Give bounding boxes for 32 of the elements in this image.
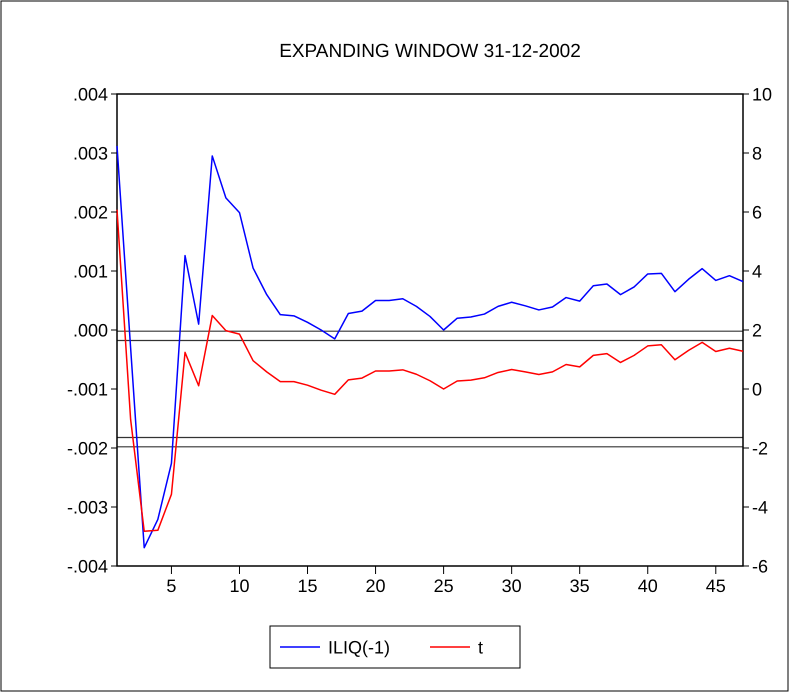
x-tick-label: 35 [570,576,590,596]
y2-tick-label: 6 [752,202,762,222]
line-series [116,145,744,548]
y-tick-label: -.002 [66,438,108,458]
y2-tick-label: -4 [752,497,768,518]
x-tick-label: 20 [366,576,386,596]
y2-tick-label: 10 [752,84,772,104]
x-tick-label: 25 [434,576,454,596]
x-tick-label: 10 [229,576,250,596]
y-tick-label: .001 [72,261,108,282]
x-tick-label: 40 [638,576,658,596]
y2-tick-label: -2 [752,438,768,458]
y2-tick-label: -6 [752,556,768,576]
y-tick-label: -.003 [66,497,108,518]
y2-tick-label: 2 [752,320,762,340]
y-tick-label: .003 [72,143,108,164]
legend-label: t [478,637,484,658]
x-tick-label: 5 [166,576,176,596]
y-tick-label: -.001 [66,379,108,400]
x-tick-label: 30 [502,576,522,596]
y-tick-label: .000 [72,320,108,340]
y-tick-label: -.004 [66,556,108,576]
y2-tick-label: 8 [752,143,762,164]
line-series [116,208,744,532]
y-tick-label: .002 [72,202,108,222]
y-tick-label: .004 [72,84,108,104]
legend-label: ILIQ(-1) [328,637,390,658]
chart-title: EXPANDING WINDOW 31-12-2002 [279,41,581,62]
x-tick-label: 45 [706,576,726,596]
y2-tick-label: 4 [752,261,762,282]
x-tick-label: 15 [298,576,318,596]
y2-tick-label: 0 [752,379,762,400]
